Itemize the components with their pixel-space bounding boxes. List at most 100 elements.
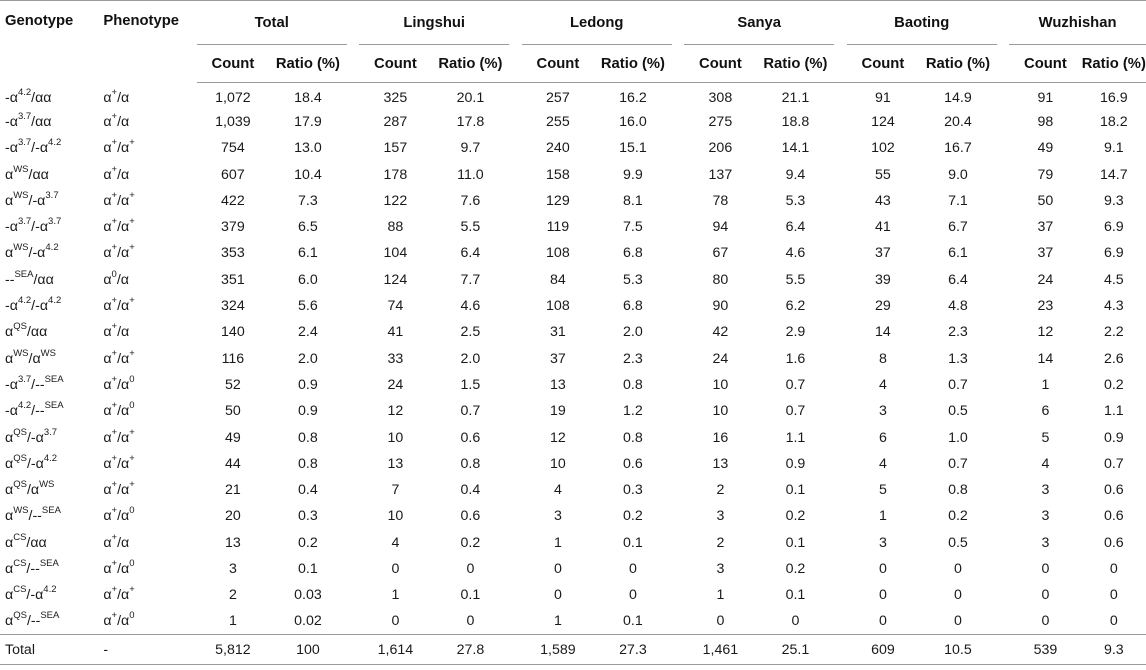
formula-superscript: 4.2 [17, 295, 32, 307]
count-cell: 24 [1037, 271, 1054, 288]
ratio-cell: 4.5 [1103, 271, 1124, 288]
table-row: -α3.7/αα α+/α 1,039 17.9 287 17.8 255 16.0 275 18… [0, 109, 1146, 135]
column-gap [834, 451, 846, 477]
ratio-cell: 17.8 [456, 113, 485, 130]
phenotype-cell: α+/α0 [98, 372, 196, 398]
column-gap [996, 44, 1010, 83]
formula-text: /-- [26, 613, 41, 630]
phenotype-cell: α+/α0 [98, 503, 196, 529]
formula-text: /α [117, 324, 130, 341]
phenotype-cell: α+/α+ [98, 477, 196, 503]
ratio-cell: 2.2 [1103, 324, 1124, 341]
formula-superscript: + [129, 479, 135, 491]
count-cell: 94 [712, 219, 729, 236]
column-gap [997, 503, 1009, 529]
formula-superscript: 3.7 [17, 216, 32, 228]
ratio-cell: 2.6 [1103, 350, 1124, 367]
count-cell: 16 [712, 429, 729, 446]
formula-text: α [103, 298, 112, 315]
column-gap [509, 503, 521, 529]
ratio-cell: 16.7 [944, 140, 972, 157]
column-gap [347, 345, 359, 371]
column-gap [347, 477, 359, 503]
count-cell: 5 [878, 482, 887, 499]
column-gap [672, 530, 684, 556]
column-gap [672, 398, 684, 424]
genotype-cell: --SEA/αα [0, 267, 98, 293]
ratio-cell: 0.1 [298, 560, 318, 577]
count-cell: 2 [716, 534, 725, 551]
phenotype-cell: α+/α0 [98, 608, 196, 634]
formula-text: α [103, 587, 112, 604]
formula-superscript: 0 [129, 505, 135, 517]
ratio-cell: 0 [954, 613, 962, 630]
genotype-cell: -α3.7/--SEA [0, 372, 98, 398]
column-gap [834, 188, 846, 214]
table-row: αWS/-α4.2 α+/α+ 353 6.1 104 6.4 108 6.8 67 4.6 37 6… [0, 240, 1146, 266]
ratio-cell: 0 [954, 587, 962, 604]
formula-text: /α [28, 350, 41, 367]
formula-superscript: QS [13, 610, 27, 622]
ratio-cell: 5.3 [623, 271, 643, 288]
count-cell: 379 [221, 219, 245, 236]
formula-text: α [103, 192, 112, 209]
formula-superscript: 3.7 [17, 110, 32, 122]
ratio-cell: 16.9 [1100, 90, 1128, 107]
ratio-cell: 2.0 [460, 350, 481, 367]
genotype-cell: αWS/-α4.2 [0, 240, 98, 266]
formula-text: /α [26, 482, 40, 499]
ratio-cell: 5.3 [785, 192, 806, 209]
column-gap [834, 267, 846, 293]
formula-text: /αα [28, 166, 49, 183]
count-header: Count [359, 44, 432, 83]
column-gap [347, 293, 359, 319]
total-ratio-cell: 27.8 [431, 634, 510, 666]
count-cell: 91 [1037, 90, 1054, 107]
column-gap [834, 83, 846, 109]
formula-text: /α [117, 298, 130, 315]
phenotype-cell: α+/α [98, 530, 196, 556]
total-ratio-cell: 25.1 [756, 634, 835, 666]
formula-superscript: + [129, 242, 135, 254]
column-gap [509, 240, 521, 266]
formula-superscript: WS [13, 347, 29, 359]
phenotype-cell: α0/α [98, 267, 196, 293]
genotype-cell: αQS/αα [0, 319, 98, 345]
ratio-cell: 4.6 [785, 245, 806, 262]
formula-text: α [103, 219, 112, 236]
formula-superscript: CS [13, 531, 27, 543]
ratio-cell: 0.1 [785, 534, 806, 551]
column-gap [672, 83, 684, 109]
genotype-cell: αCS/-α4.2 [0, 582, 98, 608]
column-gap [834, 398, 846, 424]
column-gap [997, 188, 1009, 214]
formula-superscript: 0 [111, 268, 117, 280]
count-cell: 37 [875, 245, 891, 262]
count-cell: 324 [221, 298, 245, 315]
column-gap [672, 267, 684, 293]
phenotype-cell: α+/α [98, 109, 196, 135]
count-cell: 13 [224, 534, 241, 551]
count-cell: 44 [224, 455, 241, 472]
ratio-cell: 7.7 [460, 271, 481, 288]
column-gap [671, 634, 685, 666]
count-cell: 98 [1037, 113, 1054, 130]
count-cell: 3 [1041, 482, 1050, 499]
count-cell: 308 [708, 90, 733, 107]
ratio-cell: 0.6 [623, 455, 643, 472]
count-cell: 6 [878, 429, 887, 446]
genotype-cell: αCS/αα [0, 530, 98, 556]
formula-superscript: CS [13, 584, 27, 596]
count-cell: 33 [387, 350, 404, 367]
phenotype-cell: α+/α+ [98, 451, 196, 477]
formula-superscript: + [111, 479, 118, 491]
phenotype-cell: α+/α+ [98, 214, 196, 240]
column-gap [997, 345, 1009, 371]
formula-superscript: + [111, 531, 118, 543]
column-gap [997, 530, 1009, 556]
formula-superscript: 3.7 [17, 373, 32, 385]
formula-superscript: + [111, 505, 118, 517]
formula-text: /αα [31, 90, 52, 107]
phenotype-cell: α+/α [98, 319, 196, 345]
